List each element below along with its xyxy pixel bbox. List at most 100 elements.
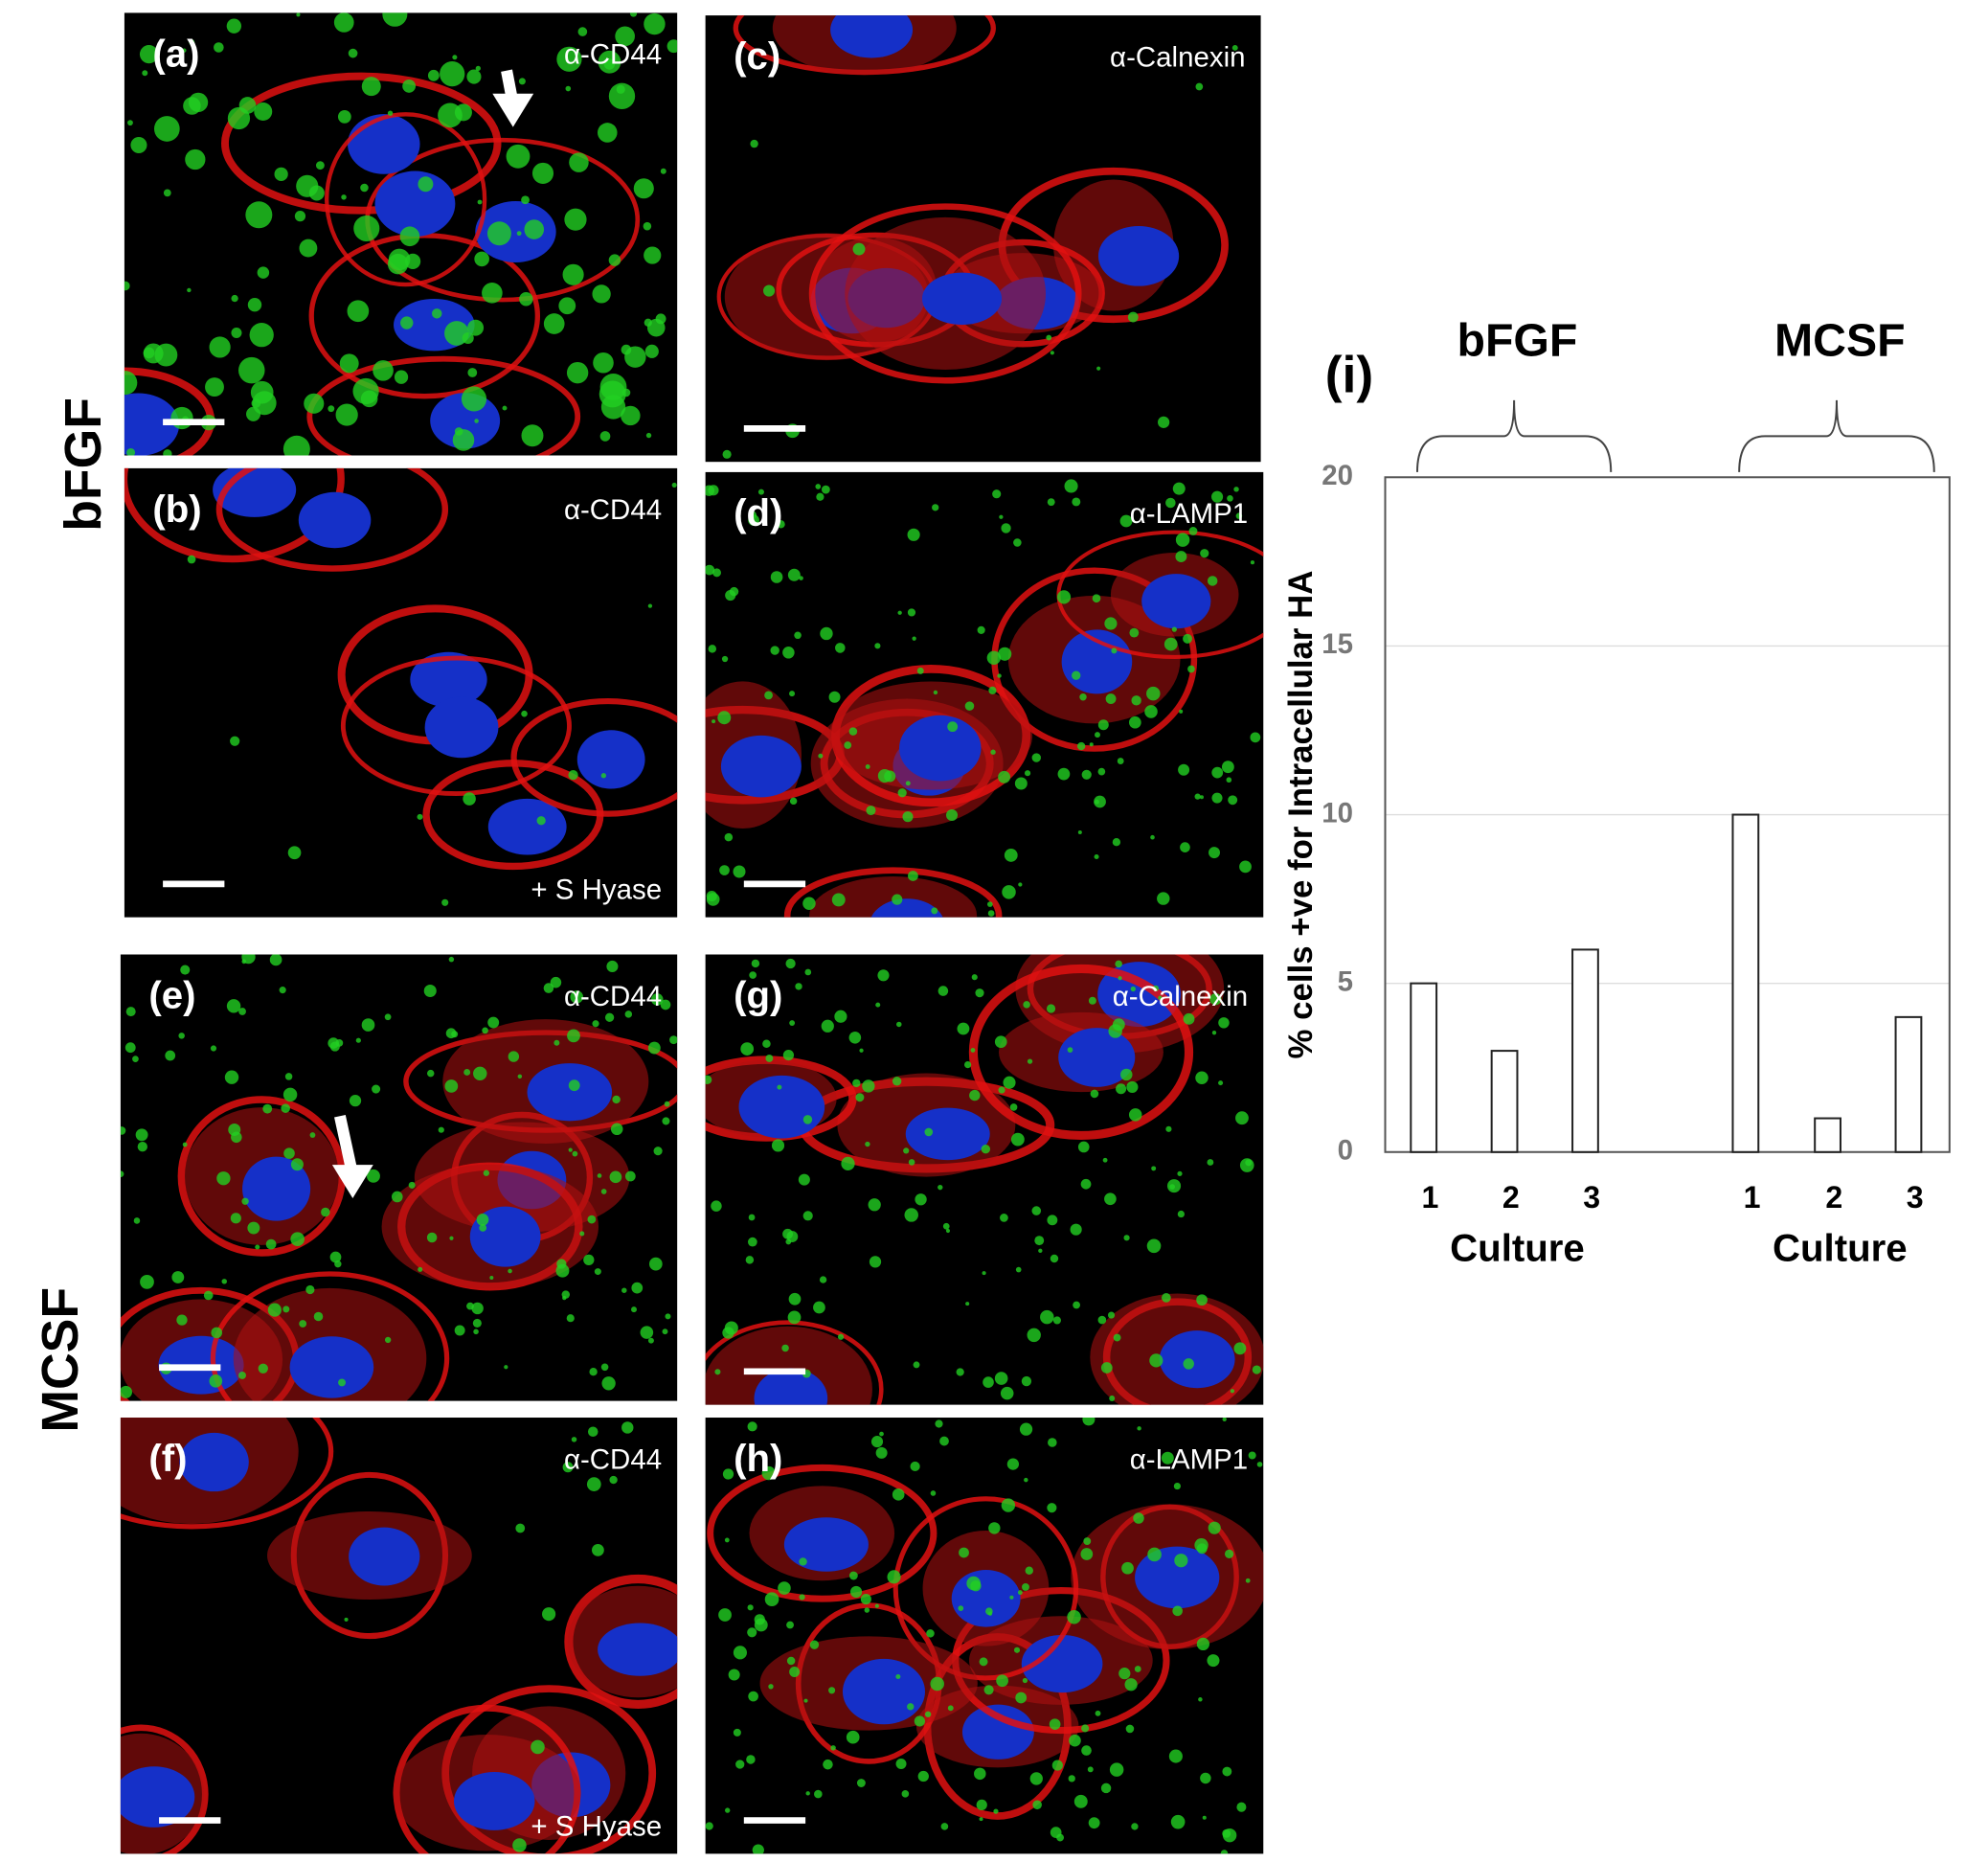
green-signal <box>976 1799 987 1810</box>
green-signal <box>524 219 545 239</box>
green-signal <box>143 347 155 359</box>
green-signal <box>473 1066 487 1081</box>
green-signal <box>543 983 554 993</box>
green-signal <box>281 1103 290 1113</box>
x-tick-label: 2 <box>1502 1180 1520 1215</box>
green-signal <box>745 1256 755 1264</box>
green-signal <box>1174 1554 1188 1568</box>
green-signal <box>1180 842 1190 852</box>
green-signal <box>1233 1342 1247 1355</box>
green-signal <box>543 313 565 334</box>
green-signal <box>1183 633 1192 644</box>
arrow-head <box>331 1165 373 1198</box>
green-signal <box>645 432 652 439</box>
nucleus <box>289 1336 374 1398</box>
green-signal <box>926 1629 935 1638</box>
green-signal <box>567 1029 580 1043</box>
green-signal <box>211 1327 223 1339</box>
green-signal <box>592 1543 604 1556</box>
green-signal <box>999 514 1004 519</box>
green-signal <box>1202 1815 1207 1820</box>
nucleus <box>754 1368 828 1405</box>
green-signal <box>603 58 616 70</box>
green-signal <box>566 361 589 384</box>
green-signal <box>956 1368 964 1376</box>
green-signal <box>564 208 587 231</box>
green-signal <box>664 1101 670 1107</box>
green-signal <box>304 393 325 414</box>
green-signal <box>669 1035 678 1045</box>
green-signal <box>752 1844 764 1854</box>
green-signal <box>1227 495 1233 502</box>
green-signal <box>996 1674 1008 1688</box>
green-signal <box>170 406 193 430</box>
green-signal <box>463 792 476 806</box>
micrograph <box>124 467 678 918</box>
green-signal <box>384 1336 392 1344</box>
green-signal <box>907 608 916 617</box>
green-signal <box>283 1147 295 1159</box>
micrograph <box>705 15 1261 463</box>
green-signal <box>254 102 273 121</box>
green-signal <box>384 1013 392 1021</box>
green-signal <box>142 70 148 77</box>
green-signal <box>1076 741 1086 751</box>
green-signal <box>604 1012 615 1022</box>
green-signal <box>1218 1080 1224 1086</box>
green-signal <box>1211 766 1224 779</box>
green-signal <box>1022 1677 1028 1684</box>
nucleus <box>298 491 372 549</box>
green-signal <box>230 736 240 746</box>
green-signal <box>835 643 846 653</box>
cell <box>705 1320 884 1405</box>
green-signal <box>482 283 503 304</box>
green-signal <box>189 39 195 46</box>
green-signal <box>665 1313 671 1320</box>
green-signal <box>1104 1192 1117 1206</box>
green-signal <box>474 419 479 423</box>
green-signal <box>1194 793 1201 800</box>
green-signal <box>1131 1823 1139 1830</box>
green-signal <box>705 1822 713 1830</box>
green-signal <box>467 319 485 336</box>
green-signal <box>624 1170 636 1182</box>
green-signal <box>1083 1537 1092 1545</box>
green-signal <box>1207 1654 1220 1668</box>
green-signal <box>987 910 995 917</box>
green-signal <box>1127 311 1139 323</box>
green-signal <box>655 313 666 325</box>
green-signal <box>1088 996 1096 1005</box>
y-axis-label: % cells +ve for Intracellular HA <box>1282 571 1320 1059</box>
nucleus <box>242 1156 311 1221</box>
green-signal <box>1177 1210 1186 1218</box>
nucleus <box>1097 225 1180 286</box>
green-signal <box>1170 1814 1186 1829</box>
green-signal <box>1137 1426 1141 1431</box>
green-signal <box>1077 1141 1090 1153</box>
green-signal <box>781 1344 789 1352</box>
brace <box>1738 399 1935 472</box>
green-signal <box>600 1189 607 1194</box>
green-signal <box>848 1571 858 1580</box>
green-signal <box>974 1767 986 1781</box>
green-signal <box>831 893 846 907</box>
green-signal <box>599 374 627 400</box>
green-signal <box>644 246 662 264</box>
green-signal <box>814 1789 823 1799</box>
group-label: bFGF <box>1457 315 1578 367</box>
green-signal <box>757 488 764 495</box>
green-signal <box>1079 693 1087 701</box>
green-signal <box>165 1050 176 1061</box>
green-signal <box>467 368 478 377</box>
green-signal <box>828 1687 836 1694</box>
green-signal <box>284 1073 293 1080</box>
green-signal <box>746 1755 756 1764</box>
green-signal <box>313 1311 324 1322</box>
green-signal <box>724 1321 738 1335</box>
green-signal <box>764 1592 779 1607</box>
green-signal <box>238 1372 246 1379</box>
green-signal <box>451 1031 459 1038</box>
green-signal <box>1000 1214 1008 1222</box>
green-signal <box>606 960 619 972</box>
green-signal <box>874 643 881 649</box>
